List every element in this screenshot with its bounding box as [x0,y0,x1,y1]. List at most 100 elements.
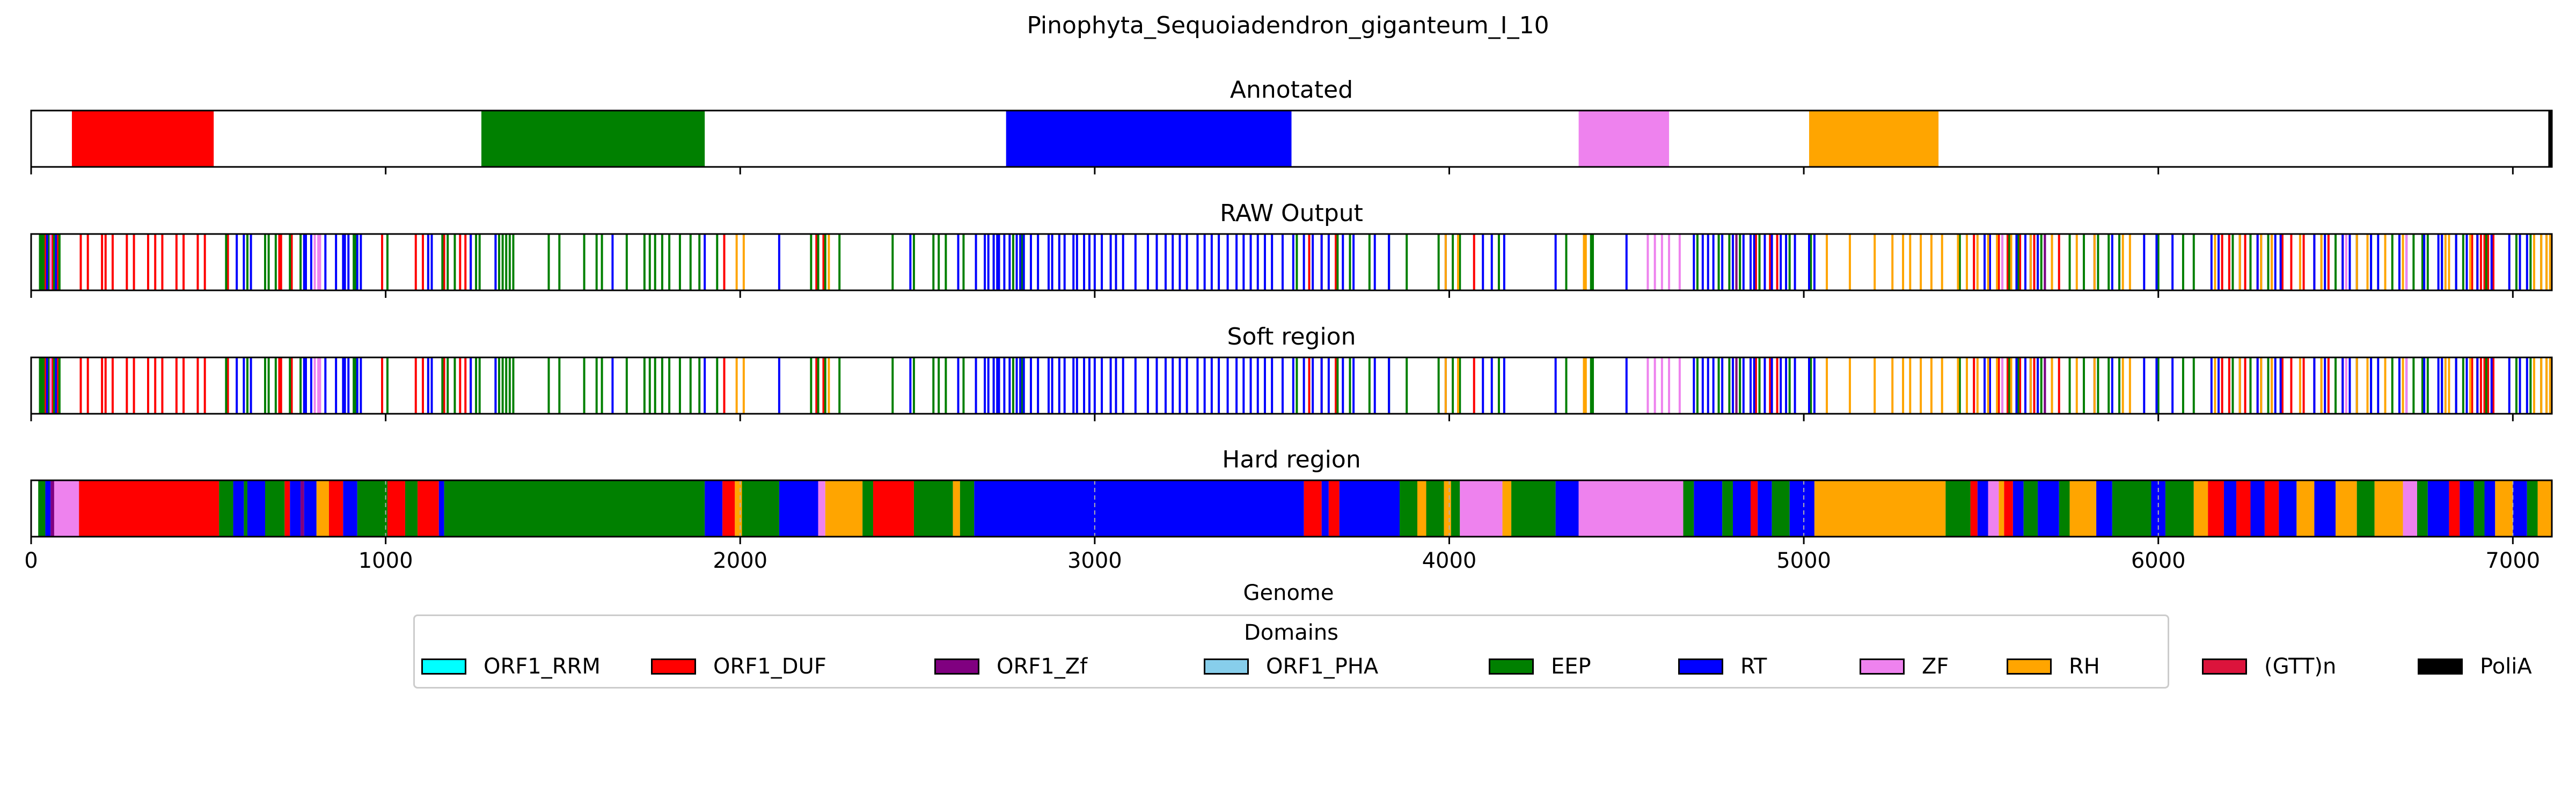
legend-swatch [2418,658,2463,675]
segment-rh [1417,480,1426,537]
segment-eep [2527,480,2538,537]
legend-swatch [1860,658,1905,675]
segment-rt [2460,480,2474,537]
segment-zf [1578,480,1684,537]
segment-orf1-duf [2004,480,2013,537]
segment-eep [2059,480,2070,537]
panel-frame [30,356,2553,415]
legend: Domains ORF1_RRM ORF1_DUF ORF1_Zf ORF1_PHA E… [413,614,2532,689]
segment-rh [1444,480,1451,537]
segment-rt [247,480,266,537]
segment-orf1-zf [50,480,54,537]
legend-label: ORF1_Zf [997,654,1088,679]
segment-rt [290,480,301,537]
legend-swatch [2202,658,2247,675]
segment-rh [1999,480,2004,537]
x-axis: 0 1000 2000 3000 4000 5000 6000 7000 [24,548,2540,573]
segment-rh [2495,480,2513,537]
segment-eep [913,480,953,537]
panel-soft-region: Soft region [30,323,2553,421]
panel-title: Annotated [1230,76,1353,104]
segment-orf1-duf [2449,480,2460,537]
segment-orf1-zf [301,480,304,537]
segment-eep [1945,480,1971,537]
segment-orf1-duf [418,480,439,537]
segment-eep [1399,480,1418,537]
figure-title: Pinophyta_Sequoiadendron_giganteum_I_10 [1027,12,1549,39]
segment-orf1-duf [2208,480,2224,537]
legend-item: ORF1_PHA [1204,654,1378,679]
segment-eep [244,480,247,537]
segment-zf [1988,480,1999,537]
legend-title: Domains [1243,620,1339,645]
x-tick-label: 3000 [1067,548,1122,573]
legend-swatch [2007,658,2052,675]
segment-eep [405,480,418,537]
segment-rt [1694,480,1723,537]
segment-orf1-duf [873,480,914,537]
segment-orf1-duf [71,111,214,167]
segment-orf1-duf [328,480,343,537]
segment-orf1-duf [1970,480,1978,537]
panel-frame [30,233,2553,291]
legend-swatch [651,658,696,675]
segment-rt [2279,480,2297,537]
legend-item: (GTT)n [2202,654,2336,679]
panel-title: Hard region [1222,446,1360,473]
segment-rt [343,480,357,537]
panel-title: RAW Output [1220,200,1363,227]
segment-eep [1426,480,1444,537]
segment-eep [444,480,705,537]
legend-item: ORF1_Zf [934,654,1087,679]
segment-orf1-duf [2236,480,2251,537]
segment-rt [2513,480,2527,537]
legend-item: PoliA [2418,654,2532,679]
legend-label: RH [2069,654,2100,679]
segment-orf1-duf [722,480,735,537]
segment-eep [2165,480,2194,537]
segment-rt [1789,480,1814,537]
x-tick-label: 6000 [2131,548,2186,573]
segment-eep [2473,480,2485,537]
segment-rh [2296,480,2315,537]
segment-orf1-duf [284,480,290,537]
segment-rh [2537,480,2552,537]
segment-rt [1006,111,1292,167]
legend-label: ORF1_DUF [713,654,826,679]
panel-title: Soft region [1227,323,1356,350]
segment-rh [2374,480,2403,537]
segment-rt [705,480,723,537]
segment-eep [1683,480,1694,537]
x-axis-label: Genome [1243,581,1334,605]
segment-rt [2427,480,2449,537]
segment-zf [818,480,825,537]
legend-label: RT [1740,654,1767,679]
segment-rh [1502,480,1512,537]
segment-rh [953,480,960,537]
segment-rh [316,480,329,537]
segment-rt [1339,480,1400,537]
legend-label: ORF1_RRM [484,654,601,679]
segment-rt [974,480,1304,537]
segment-rt [2012,480,2024,537]
legend-item: RT [1678,654,1767,679]
legend-swatch [934,658,979,675]
segment-zf [1460,480,1503,537]
segment-rh [825,480,863,537]
segment-orf1-duf [79,480,219,537]
segment-orf1-duf [387,480,405,537]
legend-item: RH [2007,654,2100,679]
segment-orf1-duf [1304,480,1322,537]
segment-rt [2250,480,2265,537]
legend-label: PoliA [2480,654,2532,679]
panel-hard-region: Hard region [30,446,2553,544]
legend-swatch [1489,658,1534,675]
segment-eep [742,480,779,537]
segment-rt [438,480,444,537]
segment-rh [2069,480,2097,537]
panels: Annotated RAW Output Soft region Hard regio… [30,76,2553,544]
segment-zf [54,480,79,537]
x-tick-label: 4000 [1422,548,1477,573]
segment-eep [219,480,233,537]
x-tick-label: 0 [24,548,38,573]
